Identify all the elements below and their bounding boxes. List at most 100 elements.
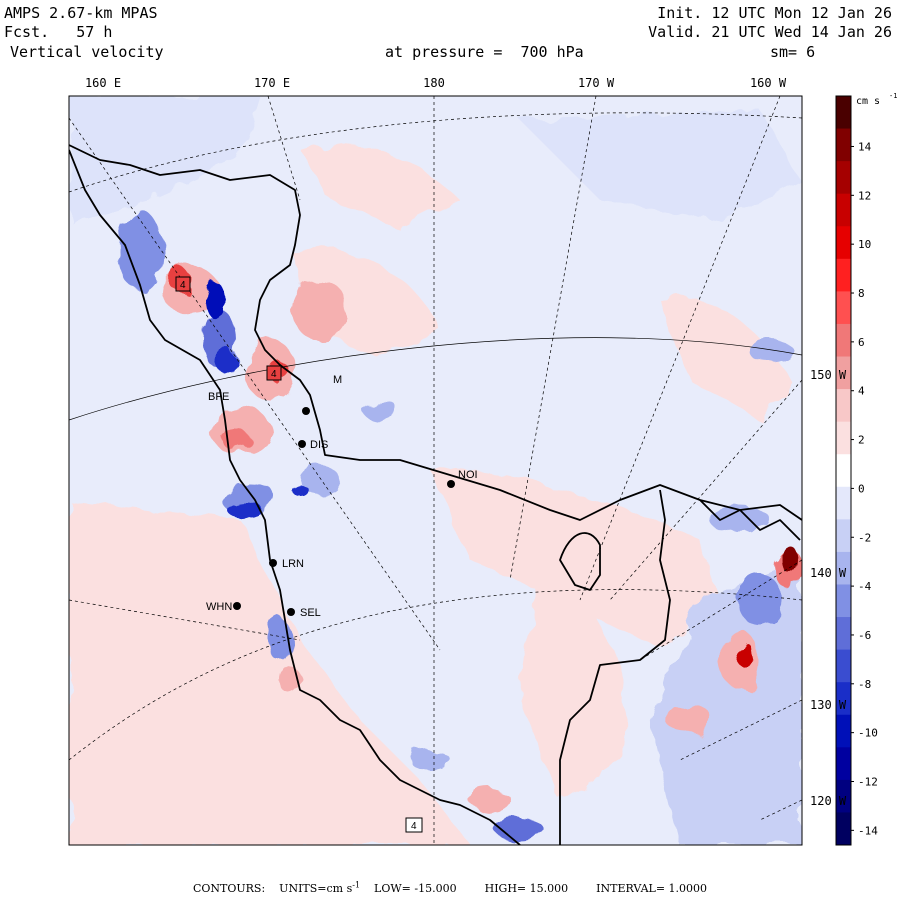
colorbar-swatch: [836, 551, 851, 585]
footer-units: UNITS=cm s: [279, 881, 353, 895]
contour-info-footer: CONTOURS: UNITS=cm s-1 LOW= -15.000 HIGH= 1…: [0, 880, 900, 895]
station-dot-lrn: [269, 559, 277, 567]
station-label-bfe: BFE: [208, 391, 229, 403]
colorbar-tick-label: -4: [858, 580, 872, 593]
station-dot-sel: [287, 608, 295, 616]
colorbar-tick-label: 14: [858, 140, 872, 153]
station-label-lrn: LRN: [282, 558, 304, 570]
station-markers: [233, 407, 455, 616]
colorbar-tick-label: -12: [858, 775, 878, 788]
smoothing-label: sm= 6: [770, 43, 816, 61]
station-label-mcm: M: [333, 374, 342, 386]
station-dot-noi: [447, 480, 455, 488]
footer-interval: INTERVAL= 1.0000: [596, 881, 708, 895]
footer-units-exponent: -1: [352, 880, 361, 889]
lat-circle-1: [69, 112, 802, 193]
field-name: Vertical velocity: [10, 43, 164, 61]
colorbar-swatch: [836, 714, 851, 748]
colorbar-swatch: [836, 291, 851, 325]
station-dot-whn: [233, 602, 241, 610]
colorbar-units-exponent: -1: [889, 92, 897, 100]
colorbar-tick-label: -14: [858, 824, 878, 837]
colorbar-units: cm s: [856, 96, 880, 107]
lon-label-160e: 160 E: [84, 76, 122, 90]
box-marker-1: 4: [180, 280, 186, 291]
colorbar-swatch: [836, 161, 851, 195]
colorbar-tick-label: -2: [858, 531, 871, 544]
pressure-level: at pressure = 700 hPa: [385, 44, 584, 60]
coastline: [69, 144, 802, 845]
map-field: NOI LRN WHN SEL BFE DIS M 4 4 4: [69, 96, 802, 845]
colorbar-tick-label: -8: [858, 678, 871, 691]
lon-label-170w: 170 W: [577, 76, 615, 90]
lon-label-160w: 160 W: [749, 76, 787, 90]
colorbar-swatch: [836, 389, 851, 423]
colorbar-tick-label: 2: [858, 434, 865, 447]
strong-features: [205, 282, 798, 669]
pressure-value: 700 hPa: [520, 43, 584, 61]
footer-contours: CONTOURS:: [192, 881, 266, 895]
meridian-6: [609, 379, 802, 601]
colorbar-swatch: [836, 128, 851, 162]
forecast-hours: 57 h: [76, 23, 113, 41]
station-label-dis: DIS: [310, 439, 328, 451]
lat-circle-2: [69, 337, 802, 421]
colorbar-swatch: [836, 323, 851, 358]
colorbar-swatch: [836, 519, 851, 553]
footer-units-wrap: UNITS=cm s-1: [279, 880, 361, 895]
lat-circle-3: [69, 589, 802, 761]
station-dot-tro: [302, 407, 310, 415]
colorbar-swatch: [836, 356, 851, 390]
lat-label-140w: 140 W: [810, 566, 847, 580]
colorbar-swatch: [836, 454, 851, 488]
colorbar-tick-label: 0: [858, 482, 865, 495]
lat-label-150w: 150 W: [810, 368, 847, 382]
colorbar-tick-label: 6: [858, 336, 865, 349]
colorbar-swatch: [836, 258, 851, 292]
lon-label-180: 180: [423, 76, 445, 90]
colorbar-swatch: [836, 617, 851, 651]
colorbar-swatch: [836, 193, 851, 227]
colorbar-frame: [835, 95, 852, 846]
meridian-2: [267, 96, 301, 201]
colorbar-swatch: [836, 779, 851, 813]
forecast-prefix: Fcst.: [4, 23, 50, 41]
colorbar-tick-label: -6: [858, 629, 871, 642]
station-label-sel: SEL: [300, 607, 321, 619]
colorbar-swatch: [836, 649, 851, 683]
weak-negative-areas: [69, 96, 802, 845]
colorbar-tick-label: 10: [858, 238, 871, 251]
colorbar-swatch: [836, 486, 851, 520]
valid-time: Valid. 21 UTC Wed 14 Jan 26: [648, 23, 892, 41]
colorbar-swatch: [836, 421, 851, 455]
colorbar-swatch: [836, 812, 851, 846]
lon-label-170e: 170 E: [253, 76, 291, 90]
meridian-9: [759, 799, 802, 821]
meridian-7: [639, 559, 802, 661]
footer-high: HIGH= 15.000: [484, 881, 569, 895]
colorbar-swatch: [836, 682, 851, 716]
colorbar-swatch: [836, 584, 851, 618]
station-label-noi: NOI: [458, 469, 478, 481]
box-marker-2: 4: [271, 369, 277, 380]
meridian-5: [579, 96, 781, 601]
box-markers: 4 4 4: [175, 276, 423, 833]
colorbar-swatch: [836, 747, 851, 781]
station-dot-dis: [298, 440, 306, 448]
map-frame: [68, 95, 803, 846]
station-label-whn: WHN: [206, 601, 232, 613]
colorbar: 14 12 10 8 6 4 2 0 -2 -4 -6 -8 -10 -12 -14: [835, 95, 878, 846]
model-title: AMPS 2.67-km MPAS: [4, 4, 158, 22]
forecast-label: Fcst. 57 h: [4, 24, 112, 40]
meridian-1: [69, 117, 441, 651]
colorbar-tick-label: 4: [858, 385, 865, 398]
colorbar-swatch: [836, 96, 851, 130]
pressure-prefix: at pressure =: [385, 43, 503, 61]
footer-low: LOW= -15.000: [374, 881, 457, 895]
init-time: Init. 12 UTC Mon 12 Jan 26: [657, 4, 892, 22]
lat-label-120w: 120 W: [810, 794, 847, 808]
colorbar-tick-label: -10: [858, 727, 878, 740]
meridian-8: [679, 699, 802, 761]
colorbar-swatch: [836, 226, 851, 260]
